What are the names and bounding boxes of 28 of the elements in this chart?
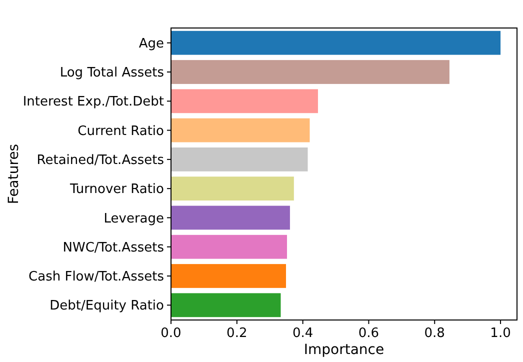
y-tick-label: Leverage: [104, 211, 164, 226]
bar: [171, 264, 286, 288]
y-tick-label: NWC/Tot.Assets: [62, 240, 164, 256]
y-tick-label: Turnover Ratio: [68, 182, 164, 198]
x-tick-label: 0.2: [226, 326, 248, 341]
x-tick-label: 0.6: [358, 326, 380, 341]
x-axis-title: Importance: [304, 342, 384, 358]
y-axis-title: Features: [6, 144, 22, 204]
bar: [171, 30, 501, 55]
bar: [171, 293, 281, 318]
x-tick-label: 1.0: [490, 326, 511, 341]
x-tick-label: 0.0: [160, 326, 182, 341]
bar: [171, 60, 450, 84]
y-tick-label: Debt/Equity Ratio: [50, 298, 164, 314]
y-tick-label: Log Total Assets: [60, 66, 164, 81]
bar: [171, 176, 294, 201]
x-tick-label: 0.4: [292, 326, 314, 341]
x-tick-label: 0.8: [424, 326, 445, 341]
y-tick-label: Age: [138, 36, 164, 52]
bar: [171, 234, 287, 259]
y-tick-label: Cash Flow/Tot.Assets: [28, 270, 164, 285]
bar: [171, 206, 290, 230]
bar: [171, 147, 308, 172]
y-tick-label: Current Ratio: [78, 124, 164, 139]
bar: [171, 89, 318, 114]
y-tick-label: Interest Exp./Tot.Debt: [22, 94, 164, 110]
y-tick-label: Retained/Tot.Assets: [36, 152, 164, 168]
bar: [171, 118, 310, 142]
